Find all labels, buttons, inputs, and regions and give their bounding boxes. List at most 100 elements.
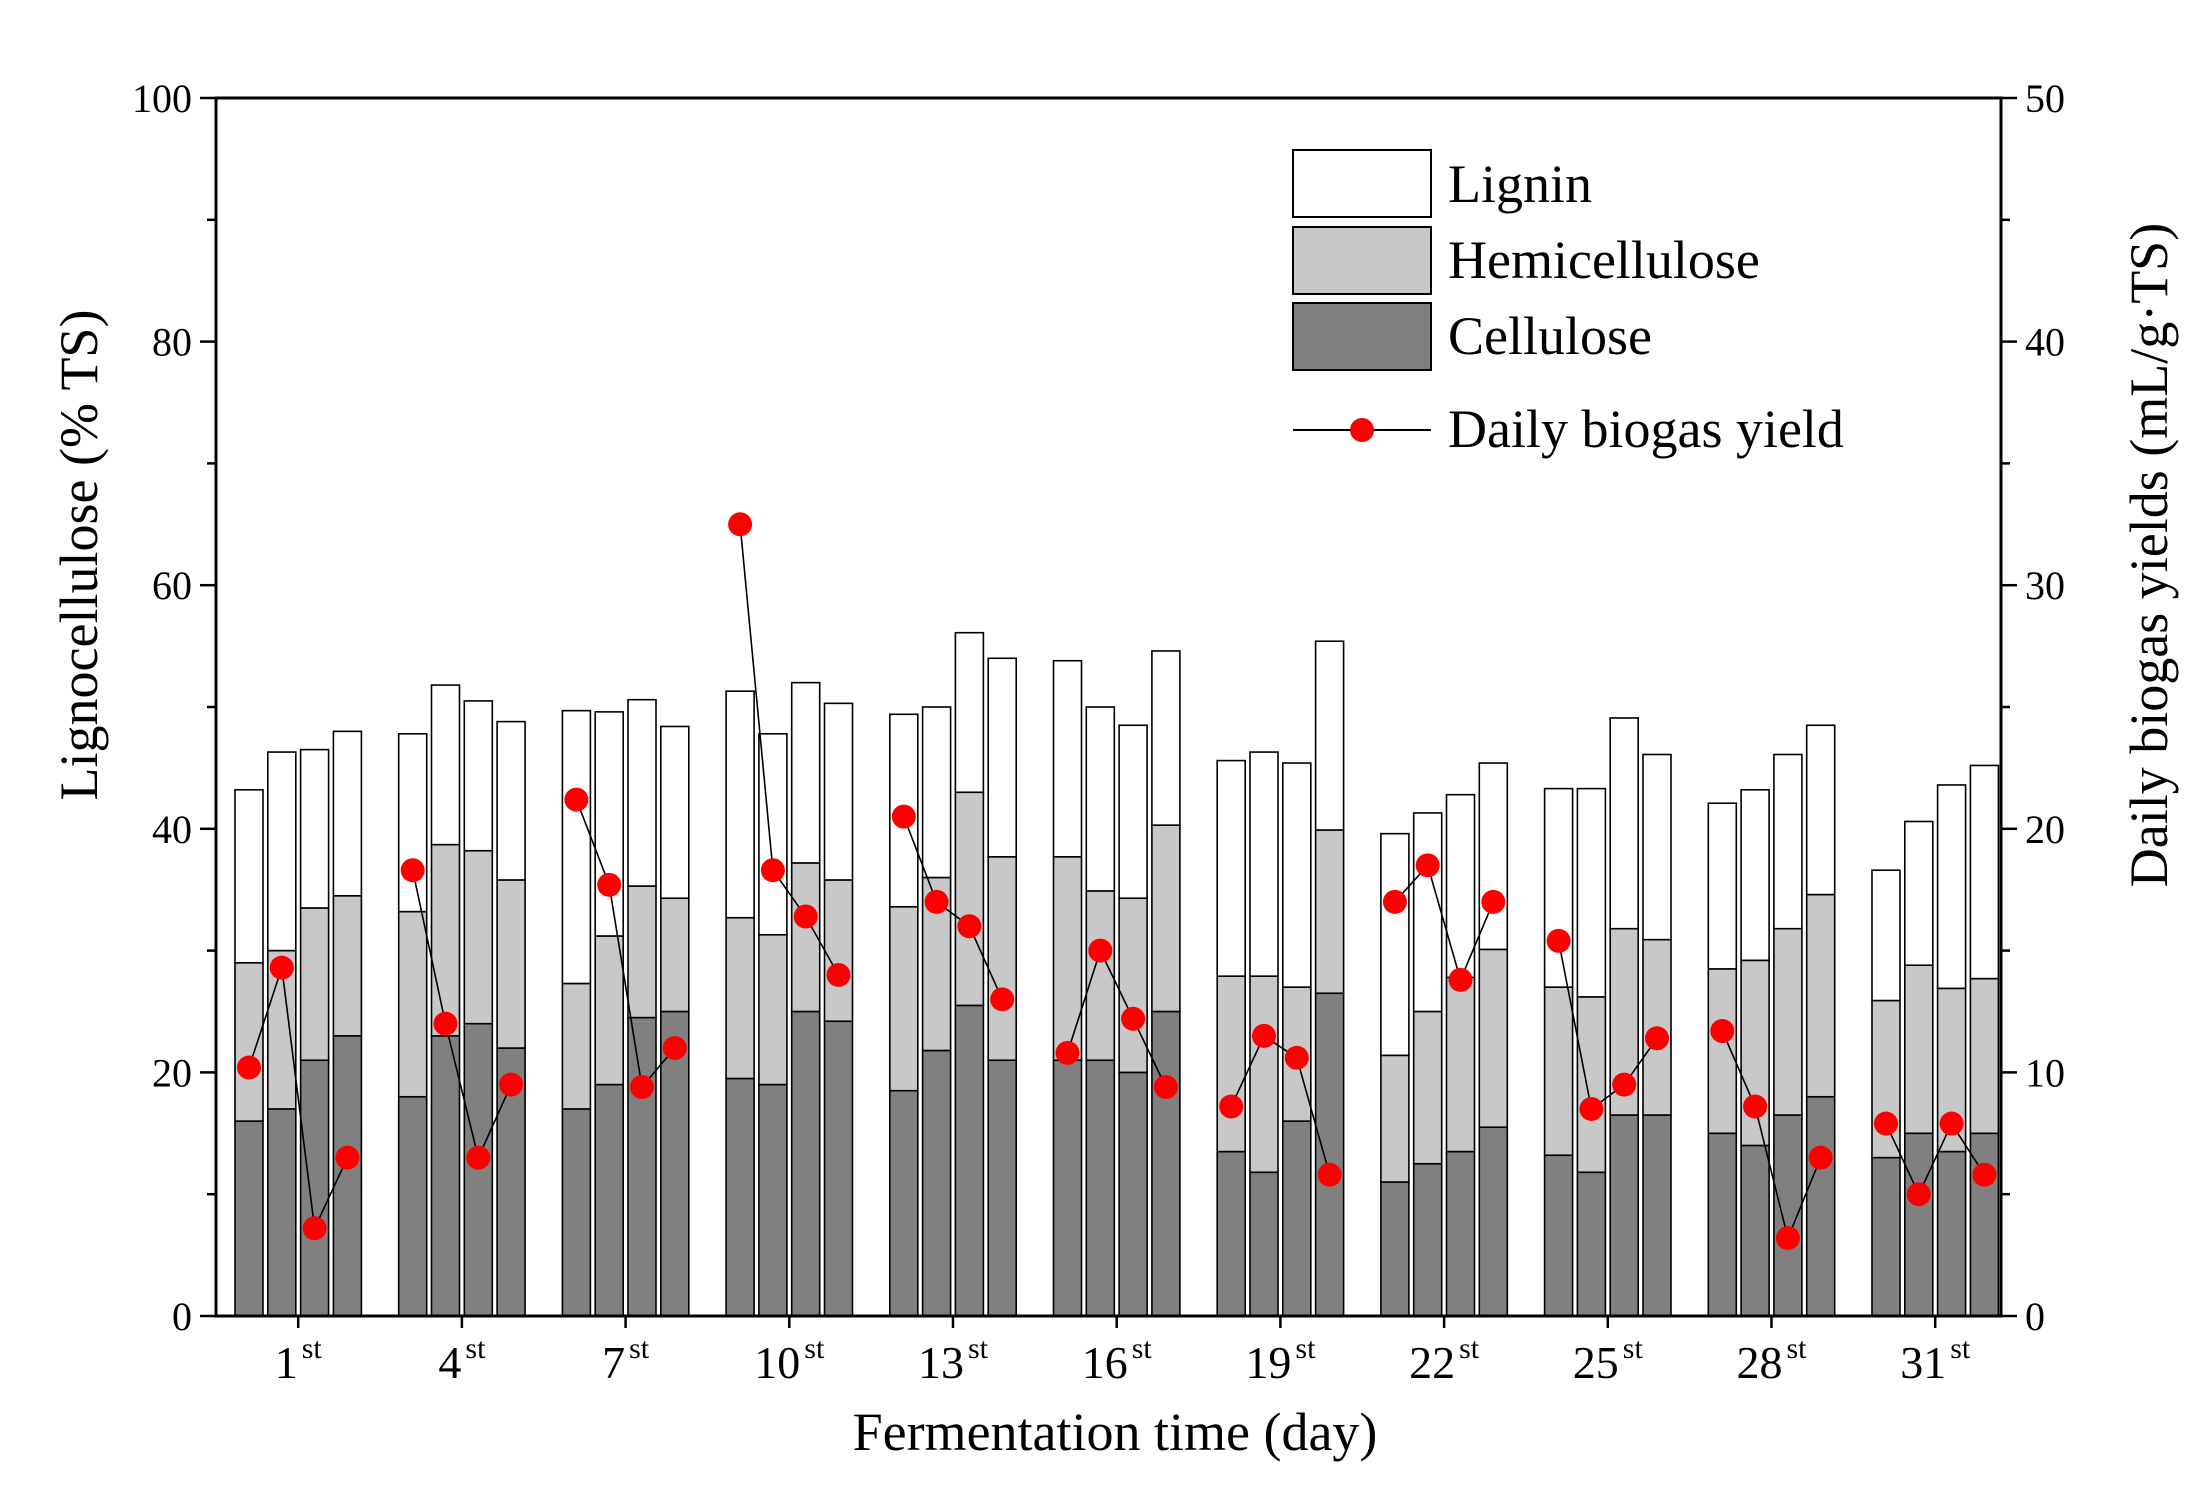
bar-hemicellulose-12 — [725, 916, 755, 1080]
bar-cellulose-19 — [987, 1059, 1018, 1317]
bar-lignin-6 — [463, 700, 494, 852]
bar-cellulose-16 — [888, 1089, 919, 1317]
y-right-tick-label-0: 0 — [2025, 1294, 2045, 1339]
bar-cellulose-0 — [234, 1120, 264, 1317]
biogas-point-23 — [1153, 1075, 1178, 1100]
y-right-tick-label-10: 10 — [2025, 1050, 2065, 1095]
biogas-point-15 — [826, 962, 851, 987]
bar-hemicellulose-14 — [790, 862, 821, 1013]
legend: Lignin Hemicellulose Cellulose Daily bio… — [1292, 149, 1844, 459]
bar-lignin-40 — [1871, 869, 1901, 1002]
bar-lignin-8 — [561, 709, 592, 985]
bar-cellulose-10 — [627, 1016, 657, 1317]
biogas-line-group-9 — [1721, 1030, 1822, 1241]
bar-hemicellulose-18 — [954, 791, 985, 1007]
bar-lignin-4 — [397, 732, 428, 913]
y-tick-label-80: 80 — [152, 320, 192, 365]
bar-hemicellulose-11 — [659, 897, 690, 1013]
bar-hemicellulose-39 — [1805, 893, 1836, 1098]
bar-hemicellulose-23 — [1151, 824, 1181, 1013]
biogas-line-group-2 — [575, 799, 676, 1089]
bar-lignin-12 — [725, 690, 755, 919]
bar-cellulose-24 — [1216, 1150, 1246, 1317]
biogas-point-4 — [400, 858, 425, 883]
biogas-line-group-10 — [1885, 1121, 1986, 1197]
bar-lignin-7 — [496, 720, 526, 881]
biogas-point-0 — [237, 1055, 261, 1080]
bar-lignin-0 — [234, 789, 264, 964]
bar-hemicellulose-31 — [1478, 948, 1509, 1129]
biogas-point-6 — [466, 1145, 491, 1170]
bar-lignin-39 — [1805, 724, 1836, 896]
bar-cellulose-40 — [1871, 1156, 1901, 1317]
bar-lignin-28 — [1380, 832, 1410, 1057]
bar-lignin-15 — [823, 702, 854, 881]
biogas-point-36 — [1710, 1018, 1735, 1043]
bar-lignin-27 — [1314, 640, 1345, 831]
bar-cellulose-33 — [1576, 1171, 1607, 1317]
bar-hemicellulose-10 — [627, 885, 657, 1019]
bar-hemicellulose-33 — [1576, 996, 1607, 1174]
biogas-point-24 — [1219, 1094, 1244, 1119]
bar-lignin-9 — [594, 711, 625, 937]
biogas-point-26 — [1284, 1045, 1309, 1070]
bar-cellulose-18 — [954, 1004, 985, 1317]
bar-hemicellulose-13 — [758, 933, 788, 1086]
biogas-point-29 — [1415, 853, 1440, 878]
bar-lignin-38 — [1773, 753, 1803, 930]
bar-hemicellulose-24 — [1216, 975, 1246, 1153]
biogas-line-group-8 — [1557, 940, 1658, 1111]
biogas-point-22 — [1121, 1006, 1146, 1031]
biogas-point-35 — [1645, 1026, 1669, 1051]
biogas-point-17 — [924, 889, 949, 914]
bar-lignin-36 — [1707, 802, 1738, 970]
biogas-point-38 — [1775, 1226, 1800, 1251]
bar-hemicellulose-6 — [463, 849, 494, 1025]
bar-cellulose-5 — [430, 1035, 461, 1317]
bar-cellulose-6 — [463, 1022, 494, 1317]
biogas-point-7 — [499, 1072, 524, 1097]
bar-hemicellulose-30 — [1445, 976, 1476, 1153]
bar-lignin-29 — [1412, 812, 1443, 1013]
legend-swatch-lignin — [1292, 149, 1432, 218]
bar-cellulose-42 — [1936, 1150, 1967, 1317]
bar-cellulose-28 — [1380, 1181, 1410, 1317]
bar-lignin-41 — [1904, 820, 1934, 967]
bar-cellulose-23 — [1151, 1010, 1181, 1317]
biogas-point-5 — [433, 1011, 458, 1036]
bar-hemicellulose-2 — [299, 907, 330, 1062]
bar-hemicellulose-28 — [1380, 1054, 1410, 1183]
biogas-point-10 — [630, 1075, 654, 1100]
bar-cellulose-8 — [561, 1108, 592, 1317]
biogas-point-42 — [1939, 1111, 1964, 1136]
bar-lignin-3 — [332, 730, 363, 897]
bar-cellulose-41 — [1904, 1132, 1934, 1317]
biogas-point-40 — [1874, 1111, 1898, 1136]
y-axis-right-title: Daily biogas yields (mL/g·TS) — [2119, 223, 2179, 887]
biogas-line-group-4 — [903, 816, 1003, 1000]
biogas-point-12 — [728, 512, 753, 537]
bar-cellulose-37 — [1740, 1144, 1770, 1317]
bar-lignin-22 — [1118, 724, 1148, 900]
biogas-point-19 — [990, 987, 1015, 1012]
bar-cellulose-20 — [1052, 1059, 1083, 1317]
bar-lignin-33 — [1576, 787, 1607, 998]
bar-lignin-14 — [790, 681, 821, 864]
biogas-point-2 — [302, 1216, 327, 1241]
bar-lignin-30 — [1445, 793, 1476, 979]
biogas-line-group-7 — [1394, 863, 1495, 983]
bar-cellulose-9 — [594, 1083, 625, 1317]
biogas-point-1 — [269, 955, 294, 980]
legend-label-cellulose: Cellulose — [1448, 306, 1652, 366]
bar-lignin-18 — [954, 631, 985, 794]
bar-cellulose-13 — [758, 1083, 788, 1317]
bar-cellulose-25 — [1249, 1171, 1279, 1317]
y-tick-label-60: 60 — [152, 563, 192, 608]
bar-hemicellulose-16 — [888, 905, 919, 1092]
